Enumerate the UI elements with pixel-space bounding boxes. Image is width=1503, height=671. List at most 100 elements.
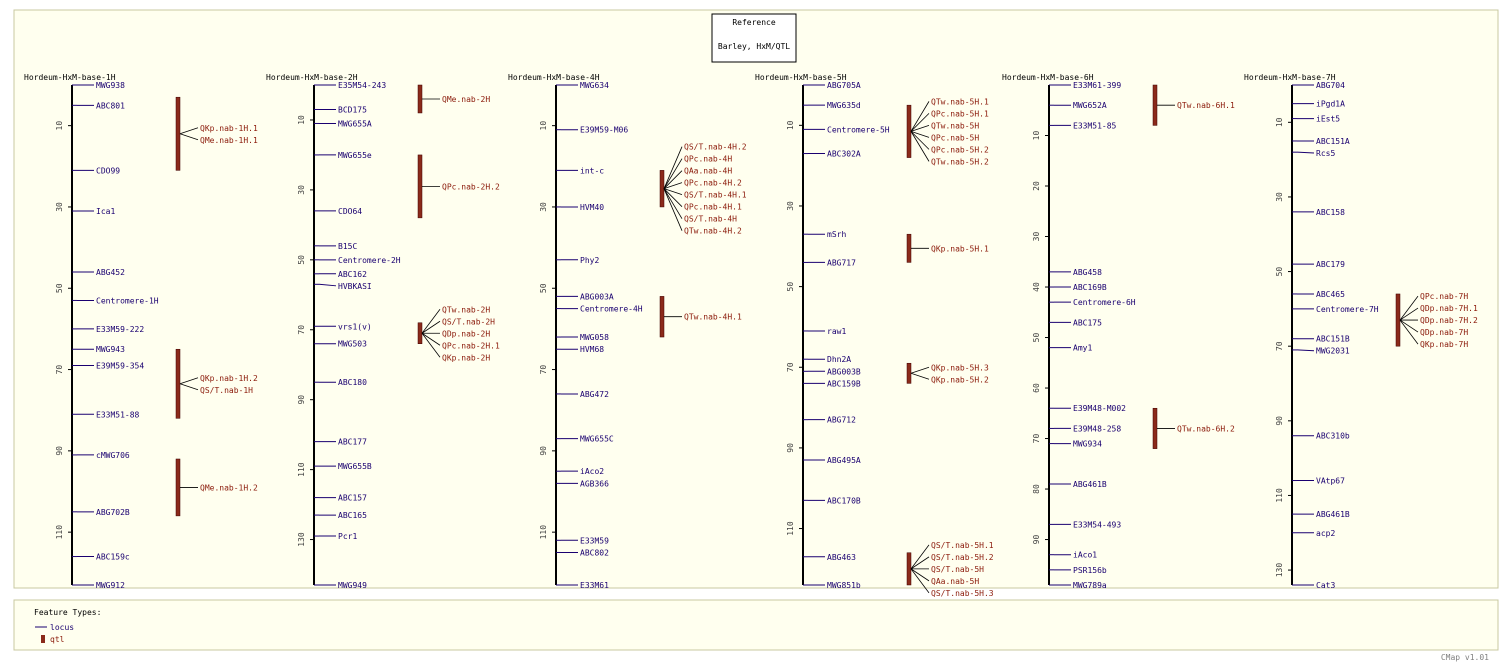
map-title[interactable]: Hordeum-HxM-base-5H bbox=[755, 73, 847, 82]
locus-label[interactable]: ABC169B bbox=[1073, 283, 1107, 292]
locus-label[interactable]: ABC157 bbox=[338, 494, 367, 503]
locus-label[interactable]: MWG2031 bbox=[1316, 347, 1350, 356]
locus-label[interactable]: vrs1(v) bbox=[338, 322, 372, 331]
locus-label[interactable]: E33M51-85 bbox=[1073, 121, 1117, 130]
locus-label[interactable]: ABC165 bbox=[338, 511, 367, 520]
qtl-label[interactable]: QDp.nab-7H bbox=[1420, 328, 1468, 337]
locus-label[interactable]: Centromere-4H bbox=[580, 305, 643, 314]
locus-label[interactable]: ABG472 bbox=[580, 390, 609, 399]
locus-label[interactable]: ABC151B bbox=[1316, 335, 1350, 344]
locus-label[interactable]: iAco1 bbox=[1073, 551, 1097, 560]
map-title[interactable]: Hordeum-HxM-base-1H bbox=[24, 73, 116, 82]
qtl-label[interactable]: QS/T.nab-5H.1 bbox=[931, 541, 994, 550]
qtl-bar[interactable] bbox=[175, 348, 181, 419]
qtl-label[interactable]: QPc.nab-5H bbox=[931, 133, 979, 142]
qtl-label[interactable]: QPc.nab-4H.2 bbox=[684, 179, 742, 188]
qtl-bar[interactable] bbox=[906, 104, 912, 158]
qtl-label[interactable]: QTw.nab-5H bbox=[931, 121, 979, 130]
qtl-bar[interactable] bbox=[659, 170, 665, 208]
locus-label[interactable]: ABC158 bbox=[1316, 208, 1345, 217]
locus-label[interactable]: MWG943 bbox=[96, 345, 125, 354]
locus-label[interactable]: mSrh bbox=[827, 230, 846, 239]
locus-label[interactable]: MWG655A bbox=[338, 119, 372, 128]
locus-label[interactable]: ABC465 bbox=[1316, 290, 1345, 299]
locus-label[interactable]: MWG503 bbox=[338, 340, 367, 349]
locus-label[interactable]: E33M59 bbox=[580, 536, 609, 545]
locus-label[interactable]: cMWG706 bbox=[96, 451, 130, 460]
qtl-label[interactable]: QS/T.nab-5H bbox=[931, 565, 984, 574]
locus-label[interactable]: Pcr1 bbox=[338, 532, 357, 541]
locus-label[interactable]: ABC159B bbox=[827, 379, 861, 388]
locus-label[interactable]: HVM68 bbox=[580, 345, 604, 354]
locus-label[interactable]: Phy2 bbox=[580, 256, 599, 265]
qtl-label[interactable]: QDp.nab-7H.1 bbox=[1420, 304, 1478, 313]
locus-label[interactable]: HVM40 bbox=[580, 203, 604, 212]
qtl-label[interactable]: QPc.nab-5H.1 bbox=[931, 109, 989, 118]
qtl-label[interactable]: QDp.nab-7H.2 bbox=[1420, 316, 1478, 325]
qtl-label[interactable]: QMe.nab-1H.1 bbox=[200, 136, 258, 145]
qtl-bar[interactable] bbox=[175, 96, 181, 171]
locus-label[interactable]: E39M48-M002 bbox=[1073, 404, 1126, 413]
qtl-label[interactable]: QKp.nab-2H bbox=[442, 353, 490, 362]
locus-label[interactable]: Centromere-5H bbox=[827, 125, 890, 134]
locus-label[interactable]: E39M48-258 bbox=[1073, 424, 1121, 433]
locus-label[interactable]: BCD175 bbox=[338, 105, 367, 114]
locus-label[interactable]: ABC162 bbox=[338, 270, 367, 279]
locus-label[interactable]: HVBKASI bbox=[338, 282, 372, 291]
qtl-bar[interactable] bbox=[1152, 84, 1158, 126]
qtl-bar[interactable] bbox=[906, 233, 912, 263]
qtl-bar[interactable] bbox=[1395, 293, 1401, 347]
qtl-label[interactable]: QTw.nab-6H.1 bbox=[1177, 101, 1235, 110]
qtl-label[interactable]: QPc.nab-5H.2 bbox=[931, 145, 989, 154]
locus-label[interactable]: ABG705A bbox=[827, 81, 861, 90]
locus-label[interactable]: ABC170B bbox=[827, 496, 861, 505]
locus-label[interactable]: Centromere-7H bbox=[1316, 305, 1379, 314]
qtl-bar[interactable] bbox=[906, 552, 912, 586]
locus-label[interactable]: VAtp67 bbox=[1316, 477, 1345, 486]
qtl-label[interactable]: QTw.nab-5H.1 bbox=[931, 97, 989, 106]
map-title[interactable]: Hordeum-HxM-base-4H bbox=[508, 73, 600, 82]
reference-box[interactable]: Reference Barley, HxM/QTL bbox=[711, 13, 797, 63]
locus-label[interactable]: ABG461B bbox=[1316, 510, 1350, 519]
locus-label[interactable]: ABG003B bbox=[827, 367, 861, 376]
qtl-bar[interactable] bbox=[659, 296, 665, 338]
locus-label[interactable]: MWG934 bbox=[1073, 440, 1102, 449]
qtl-label[interactable]: QPc.nab-4H bbox=[684, 155, 732, 164]
qtl-label[interactable]: QDp.nab-2H bbox=[442, 329, 490, 338]
locus-label[interactable]: CDO99 bbox=[96, 166, 120, 175]
locus-label[interactable]: E33M59-222 bbox=[96, 325, 144, 334]
chromosome-map-3[interactable]: Hordeum-HxM-base-4H 10 30 50 70 90 110 MWG634 E3… bbox=[508, 73, 747, 590]
locus-label[interactable]: ABC179 bbox=[1316, 260, 1345, 269]
qtl-label[interactable]: QTw.nab-6H.2 bbox=[1177, 424, 1235, 433]
locus-label[interactable]: ABG461B bbox=[1073, 480, 1107, 489]
locus-label[interactable]: iEst5 bbox=[1316, 115, 1340, 124]
qtl-label[interactable]: QKp.nab-1H.2 bbox=[200, 374, 258, 383]
locus-label[interactable]: MWG949 bbox=[338, 581, 367, 590]
locus-label[interactable]: E33M61-399 bbox=[1073, 81, 1121, 90]
locus-label[interactable]: E33M51-88 bbox=[96, 410, 140, 419]
qtl-label[interactable]: QS/T.nab-4H bbox=[684, 215, 737, 224]
qtl-label[interactable]: QAa.nab-5H bbox=[931, 577, 979, 586]
qtl-label[interactable]: QKp.nab-7H bbox=[1420, 340, 1468, 349]
locus-label[interactable]: iPgd1A bbox=[1316, 100, 1345, 109]
map-title[interactable]: Hordeum-HxM-base-6H bbox=[1002, 73, 1094, 82]
locus-label[interactable]: E33M61 bbox=[580, 581, 609, 590]
locus-label[interactable]: B15C bbox=[338, 242, 357, 251]
locus-label[interactable]: Dhn2A bbox=[827, 355, 851, 364]
locus-label[interactable]: E35M54-243 bbox=[338, 81, 386, 90]
locus-label[interactable]: MWG912 bbox=[96, 581, 125, 590]
locus-label[interactable]: ABC159c bbox=[96, 553, 130, 562]
locus-label[interactable]: ABC302A bbox=[827, 150, 861, 159]
qtl-bar[interactable] bbox=[417, 154, 423, 219]
chromosome-map-2[interactable]: Hordeum-HxM-base-2H 10 30 50 70 90 110 130 E35M5… bbox=[266, 73, 500, 590]
qtl-label[interactable]: QPc.nab-2H.2 bbox=[442, 182, 500, 191]
locus-label[interactable]: ABG704 bbox=[1316, 81, 1345, 90]
qtl-label[interactable]: QS/T.nab-4H.1 bbox=[684, 191, 747, 200]
locus-label[interactable]: ABC802 bbox=[580, 548, 609, 557]
locus-label[interactable]: ABC180 bbox=[338, 378, 367, 387]
qtl-label[interactable]: QS/T.nab-2H bbox=[442, 317, 495, 326]
locus-label[interactable]: ABG712 bbox=[827, 416, 856, 425]
qtl-label[interactable]: QKp.nab-5H.1 bbox=[931, 244, 989, 253]
locus-label[interactable]: MWG634 bbox=[580, 81, 609, 90]
locus-label[interactable]: MWG655C bbox=[580, 435, 614, 444]
